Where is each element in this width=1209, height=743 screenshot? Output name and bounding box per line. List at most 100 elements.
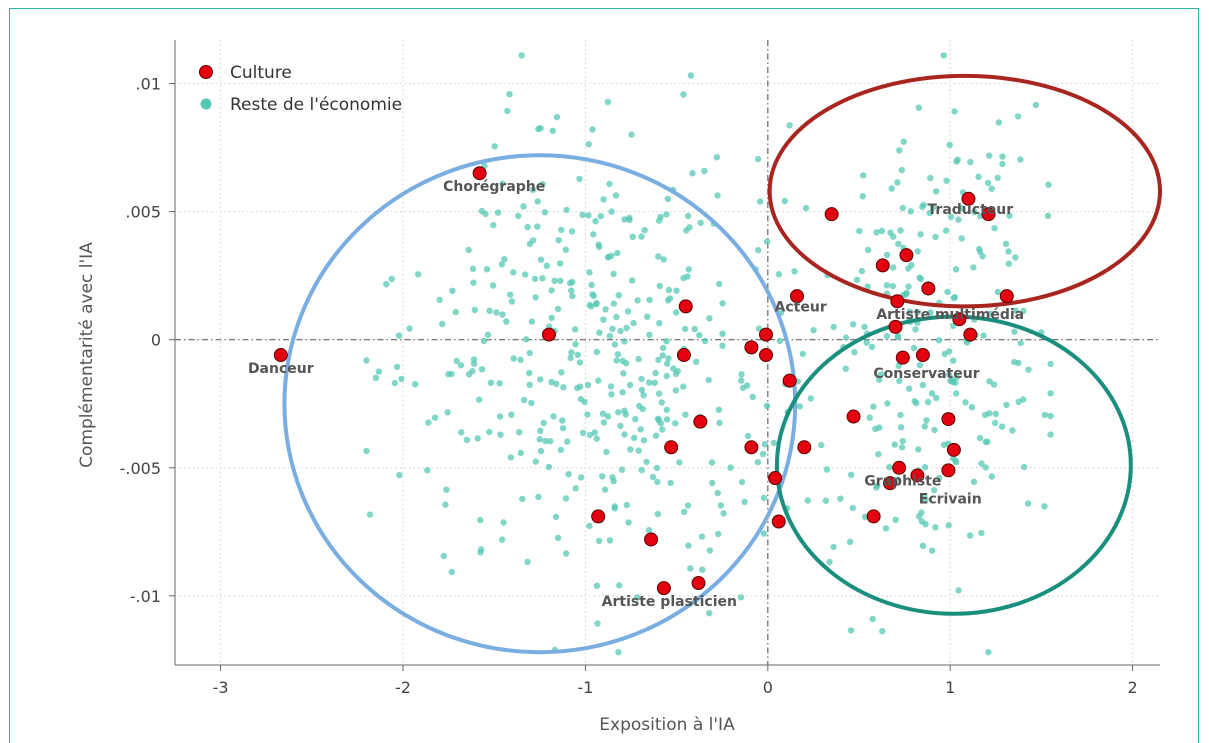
- point-rest: [921, 493, 928, 500]
- point-rest: [497, 431, 504, 438]
- annotation-label: Graphiste: [864, 474, 941, 490]
- point-rest: [490, 222, 497, 229]
- point-rest: [776, 337, 784, 345]
- point-rest: [738, 371, 745, 378]
- point-rest: [847, 627, 855, 634]
- point-rest: [491, 143, 498, 150]
- point-rest: [520, 203, 527, 210]
- point-rest: [645, 527, 653, 534]
- point-rest: [640, 392, 647, 399]
- point-rest: [572, 341, 579, 348]
- point-rest: [984, 179, 992, 187]
- point-rest: [949, 378, 957, 386]
- point-rest: [577, 383, 584, 390]
- y-axis-title: Complémentarité avec l'IA: [77, 242, 97, 468]
- point-rest: [873, 229, 880, 236]
- point-rest: [894, 333, 902, 340]
- point-rest: [883, 333, 891, 340]
- point-rest: [761, 441, 769, 448]
- point-rest: [562, 246, 569, 253]
- point-rest: [559, 417, 566, 424]
- point-rest: [699, 566, 706, 573]
- point-rest: [613, 313, 620, 321]
- point-rest: [635, 447, 642, 454]
- point-rest: [453, 357, 460, 365]
- point-rest: [927, 309, 934, 316]
- point-culture: [875, 258, 890, 273]
- point-rest: [770, 439, 778, 447]
- point-rest: [596, 329, 603, 336]
- point-rest: [540, 419, 547, 427]
- point-rest: [830, 323, 837, 331]
- point-rest: [478, 366, 486, 373]
- point-rest: [952, 266, 960, 273]
- y-tick-label: .01: [136, 75, 161, 94]
- point-rest: [528, 399, 535, 407]
- point-rest: [918, 509, 925, 516]
- point-rest: [866, 414, 873, 421]
- point-rest: [591, 429, 598, 436]
- point-rest: [548, 287, 555, 294]
- point-culture: [999, 289, 1014, 304]
- point-rest: [474, 435, 481, 442]
- point-rest: [484, 331, 492, 338]
- point-rest: [958, 205, 965, 212]
- point-rest: [763, 402, 771, 409]
- point-rest: [664, 360, 671, 367]
- point-rest: [970, 264, 977, 271]
- point-culture: [961, 191, 976, 206]
- point-culture: [744, 340, 759, 355]
- point-rest: [504, 107, 511, 115]
- point-rest: [383, 281, 390, 288]
- point-rest: [698, 533, 706, 540]
- point-rest: [1044, 212, 1052, 219]
- point-rest: [755, 247, 762, 254]
- point-rest: [991, 225, 998, 232]
- point-rest: [388, 275, 395, 283]
- point-rest: [955, 587, 962, 594]
- point-rest: [663, 416, 671, 423]
- point-rest: [781, 197, 788, 205]
- point-rest: [958, 235, 965, 242]
- point-rest: [524, 223, 531, 231]
- point-rest: [554, 534, 562, 542]
- point-rest: [592, 218, 599, 225]
- annotation-label: Artiste multimédia: [876, 307, 1024, 323]
- point-rest: [945, 522, 952, 529]
- point-rest: [860, 172, 867, 179]
- point-rest: [946, 348, 953, 355]
- point-rest: [978, 460, 985, 467]
- point-rest: [560, 384, 567, 391]
- point-rest: [510, 269, 517, 276]
- point-rest: [638, 466, 645, 474]
- point-rest: [375, 368, 383, 375]
- point-rest: [1025, 366, 1032, 373]
- point-rest: [971, 208, 978, 216]
- point-rest: [508, 298, 516, 305]
- point-rest: [646, 379, 653, 386]
- point-rest: [634, 594, 641, 601]
- point-rest: [930, 487, 938, 494]
- point-culture: [888, 319, 903, 334]
- point-culture: [797, 440, 812, 455]
- point-rest: [621, 431, 628, 438]
- point-rest: [1012, 307, 1019, 314]
- point-rest: [861, 513, 869, 520]
- point-rest: [655, 416, 662, 424]
- point-rest: [985, 649, 992, 656]
- point-rest: [581, 398, 588, 405]
- x-tick-label: -3: [213, 678, 229, 697]
- point-rest: [665, 286, 673, 294]
- point-rest: [638, 375, 645, 383]
- point-rest: [396, 471, 403, 479]
- point-rest: [625, 519, 632, 526]
- point-rest: [443, 486, 450, 493]
- point-rest: [537, 427, 544, 434]
- point-rest: [976, 434, 984, 442]
- point-rest: [482, 210, 489, 218]
- point-rest: [923, 417, 930, 424]
- point-culture: [759, 348, 773, 363]
- point-rest: [890, 264, 897, 271]
- point-rest: [526, 349, 533, 357]
- point-rest: [660, 256, 667, 263]
